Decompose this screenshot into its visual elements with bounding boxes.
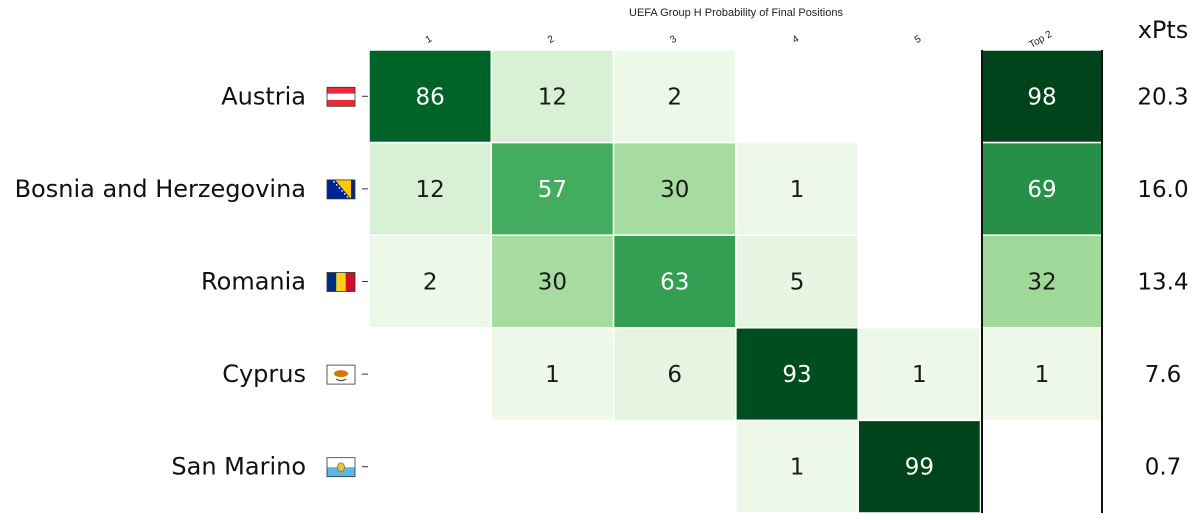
cell-value: 30: [538, 270, 567, 296]
cell-value: 30: [660, 177, 689, 203]
chart-title: UEFA Group H Probability of Final Positi…: [629, 7, 843, 19]
column-tick-label: 4: [791, 33, 802, 46]
heatmap-cell: [368, 49, 493, 144]
cell-value: 12: [416, 177, 445, 203]
cell-value: 86: [416, 84, 445, 110]
top2-tick-label: Top 2: [1027, 29, 1054, 51]
heatmap-cell: [857, 419, 982, 514]
heatmap-cell: [490, 234, 615, 329]
cell-value: 1: [790, 455, 805, 481]
cell-value: 57: [538, 177, 567, 203]
cell-value: 1: [912, 362, 927, 388]
cell-value: 63: [660, 270, 689, 296]
team-label: Bosnia and Herzegovina: [15, 175, 306, 203]
cell-value: 2: [667, 84, 682, 110]
xpts-value: 20.3: [1137, 84, 1188, 110]
cell-value: 93: [782, 362, 811, 388]
heatmap-cell: [490, 327, 615, 422]
xpts-value: 16.0: [1137, 177, 1188, 203]
team-label: Cyprus: [222, 360, 306, 388]
austria-flag-icon: [326, 86, 356, 107]
xpts-value: 7.6: [1145, 362, 1182, 388]
heatmap-cell: [735, 327, 859, 422]
team-label: Romania: [201, 268, 306, 296]
heatmap-cell: [368, 141, 493, 236]
heatmap-cell: [612, 49, 737, 144]
cell-value: 12: [538, 84, 567, 110]
heatmap-cell: [368, 234, 493, 329]
heatmap-cell: [735, 234, 859, 329]
heatmap-cell: [612, 234, 737, 329]
column-tick-label: 3: [668, 33, 679, 46]
cell-value: 1: [545, 362, 560, 388]
cell-value: 2: [423, 270, 438, 296]
bosnia-flag-icon: [326, 179, 356, 200]
cyprus-flag-icon: [326, 364, 356, 385]
xpts-value: 0.7: [1145, 455, 1182, 481]
top2-value: 32: [1027, 270, 1056, 296]
top2-cell: [981, 327, 1103, 422]
romania-flag-icon: [326, 272, 356, 292]
cell-value: 1: [790, 177, 805, 203]
cell-value: 5: [790, 270, 805, 296]
top2-cell: [981, 234, 1103, 329]
cell-value: 6: [667, 362, 682, 388]
column-tick-label: 2: [546, 33, 557, 46]
team-label: Austria: [221, 82, 306, 110]
heatmap-cell: [735, 141, 859, 236]
team-label: San Marino: [171, 453, 306, 481]
top2-value: 98: [1027, 84, 1056, 110]
san-marino-flag-icon: [326, 457, 356, 478]
top2-value: 1: [1035, 362, 1050, 388]
heatmap-cell: [490, 141, 615, 236]
column-tick-label: 1: [424, 33, 435, 46]
heatmap-cell: [857, 327, 982, 422]
xpts-value: 13.4: [1137, 270, 1188, 296]
column-tick-label: 5: [913, 33, 924, 46]
cell-value: 99: [905, 455, 934, 481]
top2-value: 69: [1027, 177, 1056, 203]
xpts-header: xPts: [1138, 16, 1189, 44]
